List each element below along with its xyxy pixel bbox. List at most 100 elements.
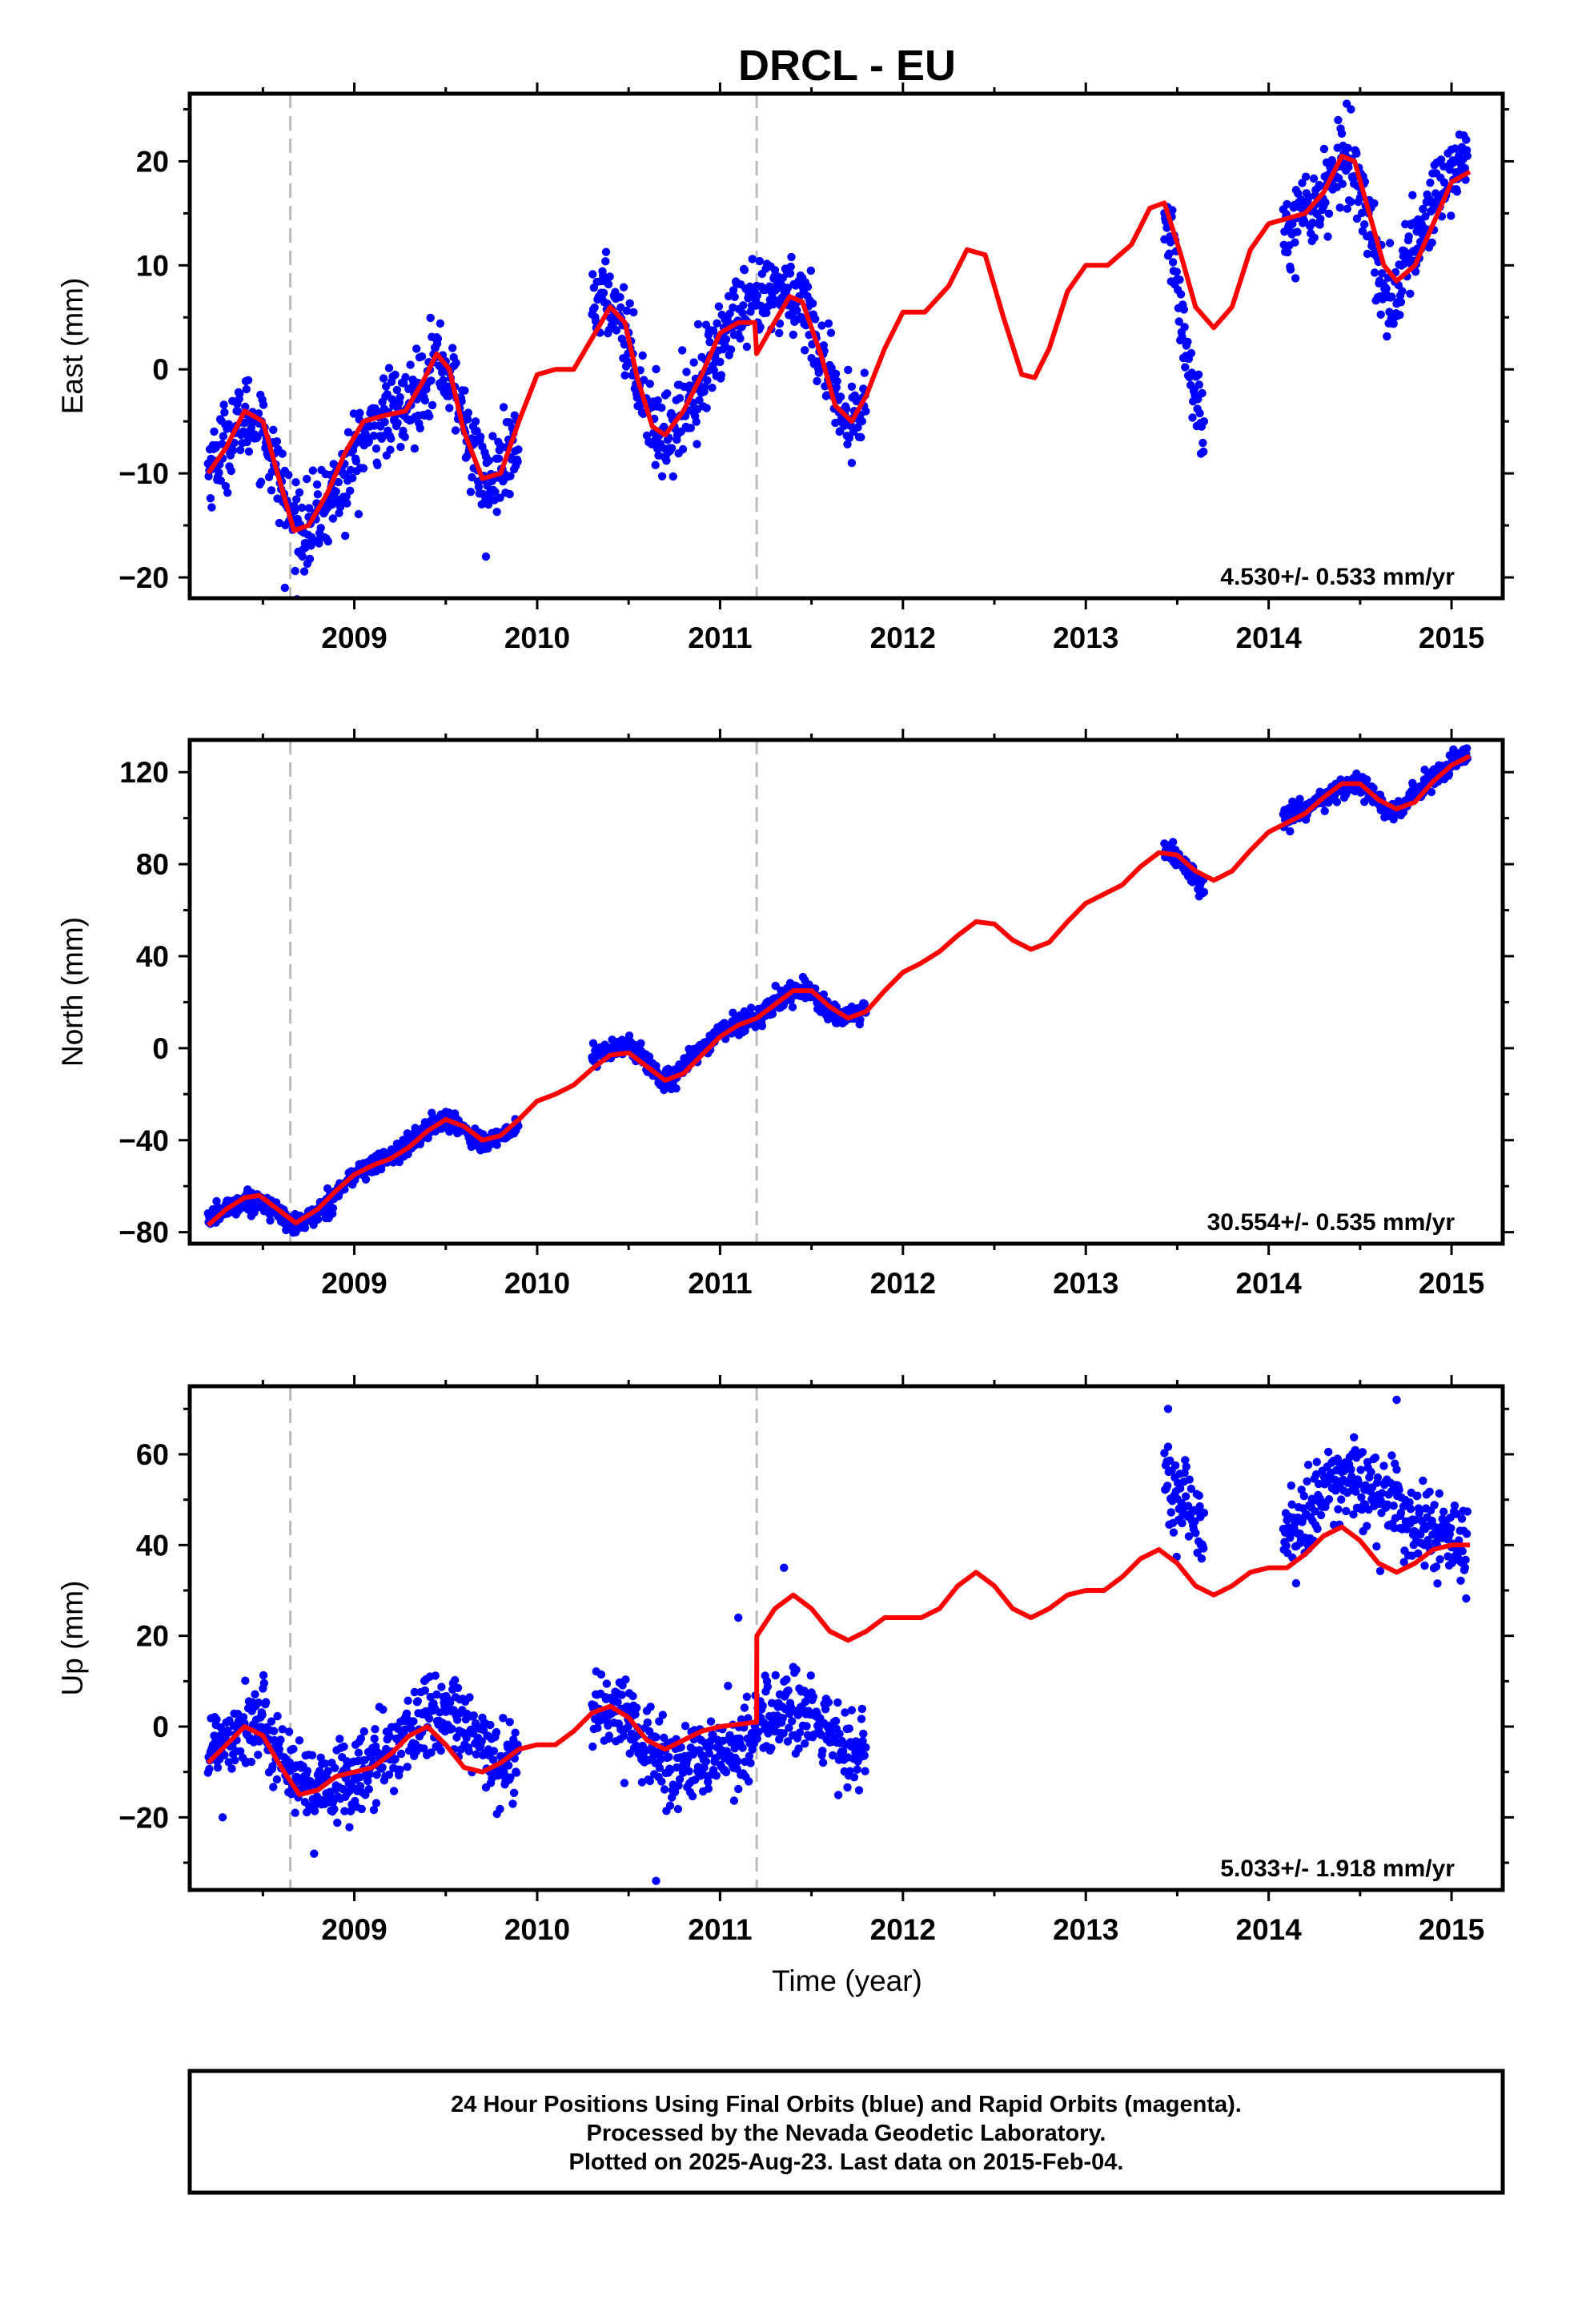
- data-point: [1392, 1395, 1401, 1405]
- data-point: [320, 1759, 330, 1768]
- data-point: [793, 306, 801, 315]
- data-point: [701, 382, 709, 392]
- data-point: [605, 272, 614, 281]
- data-point: [757, 1022, 767, 1031]
- data-point: [832, 383, 841, 392]
- data-point: [845, 1724, 854, 1733]
- data-point: [1406, 1505, 1415, 1514]
- data-point: [1439, 178, 1449, 187]
- data-point: [859, 1729, 868, 1739]
- data-point: [465, 1693, 474, 1702]
- data-point: [1297, 1486, 1306, 1494]
- data-point: [685, 1767, 693, 1775]
- data-point: [1324, 1495, 1334, 1504]
- data-point: [831, 1716, 841, 1726]
- data-point: [236, 1747, 245, 1756]
- data-point: [355, 1773, 364, 1782]
- data-point: [432, 1690, 441, 1699]
- data-point: [1163, 1482, 1172, 1490]
- data-point: [829, 1751, 837, 1760]
- data-point: [762, 308, 771, 317]
- y-tick-label: 120: [119, 756, 169, 789]
- data-point: [1379, 1462, 1388, 1470]
- data-point: [1166, 1456, 1174, 1466]
- data-point: [678, 444, 688, 454]
- data-point: [702, 404, 711, 412]
- data-point: [601, 247, 611, 256]
- data-point: [333, 1818, 342, 1827]
- data-point: [255, 1737, 263, 1746]
- data-point: [310, 1849, 319, 1858]
- data-point: [397, 1749, 406, 1759]
- data-point: [620, 1779, 629, 1787]
- data-point: [1408, 191, 1417, 199]
- data-point: [1286, 826, 1295, 836]
- data-point: [241, 1676, 250, 1685]
- data-point: [474, 483, 484, 492]
- data-point: [466, 488, 476, 497]
- data-point: [1447, 211, 1456, 220]
- data-point: [1371, 1454, 1380, 1462]
- data-point: [860, 368, 869, 377]
- data-point: [268, 1762, 277, 1771]
- data-point: [1301, 172, 1311, 181]
- data-point: [269, 1727, 279, 1735]
- data-point: [1421, 212, 1430, 221]
- data-point: [857, 432, 865, 442]
- data-point: [1309, 174, 1319, 183]
- data-point: [730, 292, 739, 301]
- data-point: [500, 1770, 509, 1779]
- data-point: [384, 364, 394, 372]
- data-point: [604, 1731, 613, 1740]
- data-point: [1349, 1510, 1358, 1519]
- data-point: [272, 437, 282, 446]
- data-point: [1283, 199, 1291, 209]
- y-axis-label: North (mm): [56, 917, 89, 1067]
- data-point: [379, 1705, 387, 1714]
- data-point: [278, 1725, 287, 1734]
- data-point: [845, 1767, 854, 1775]
- data-point: [826, 328, 836, 337]
- data-point: [445, 404, 454, 412]
- data-point: [780, 1563, 789, 1572]
- data-point: [765, 282, 774, 291]
- data-point: [1178, 1518, 1186, 1528]
- data-point: [753, 1734, 761, 1743]
- data-point: [392, 385, 402, 395]
- data-point: [371, 1725, 379, 1734]
- data-point: [1451, 144, 1460, 153]
- data-point: [356, 1782, 365, 1791]
- data-point: [604, 279, 613, 289]
- data-point: [396, 1765, 404, 1774]
- data-point: [1404, 232, 1413, 241]
- data-point: [740, 266, 749, 275]
- data-point: [786, 995, 795, 1005]
- data-point: [657, 1777, 666, 1786]
- data-point: [1309, 1496, 1318, 1506]
- data-point: [1194, 395, 1203, 404]
- data-point: [640, 376, 648, 384]
- data-point: [445, 1698, 455, 1707]
- data-point: [210, 1731, 219, 1740]
- data-point: [857, 1704, 867, 1714]
- data-point: [801, 1697, 810, 1707]
- data-point: [370, 1734, 379, 1743]
- data-point: [1456, 1576, 1465, 1586]
- data-point: [303, 474, 311, 484]
- data-point: [793, 1711, 803, 1719]
- data-point: [744, 1714, 753, 1723]
- data-point: [1383, 332, 1391, 341]
- data-point: [1315, 180, 1324, 190]
- data-point: [847, 458, 857, 468]
- data-point: [724, 1682, 733, 1691]
- data-point: [665, 1752, 673, 1762]
- data-point: [1389, 320, 1398, 328]
- data-point: [452, 359, 460, 368]
- data-point: [340, 1807, 349, 1815]
- data-point: [1363, 249, 1372, 259]
- data-point: [372, 1771, 381, 1779]
- data-point: [316, 524, 325, 533]
- data-point: [297, 503, 307, 513]
- x-tick-label: 2013: [1053, 621, 1118, 654]
- data-point: [784, 1686, 793, 1695]
